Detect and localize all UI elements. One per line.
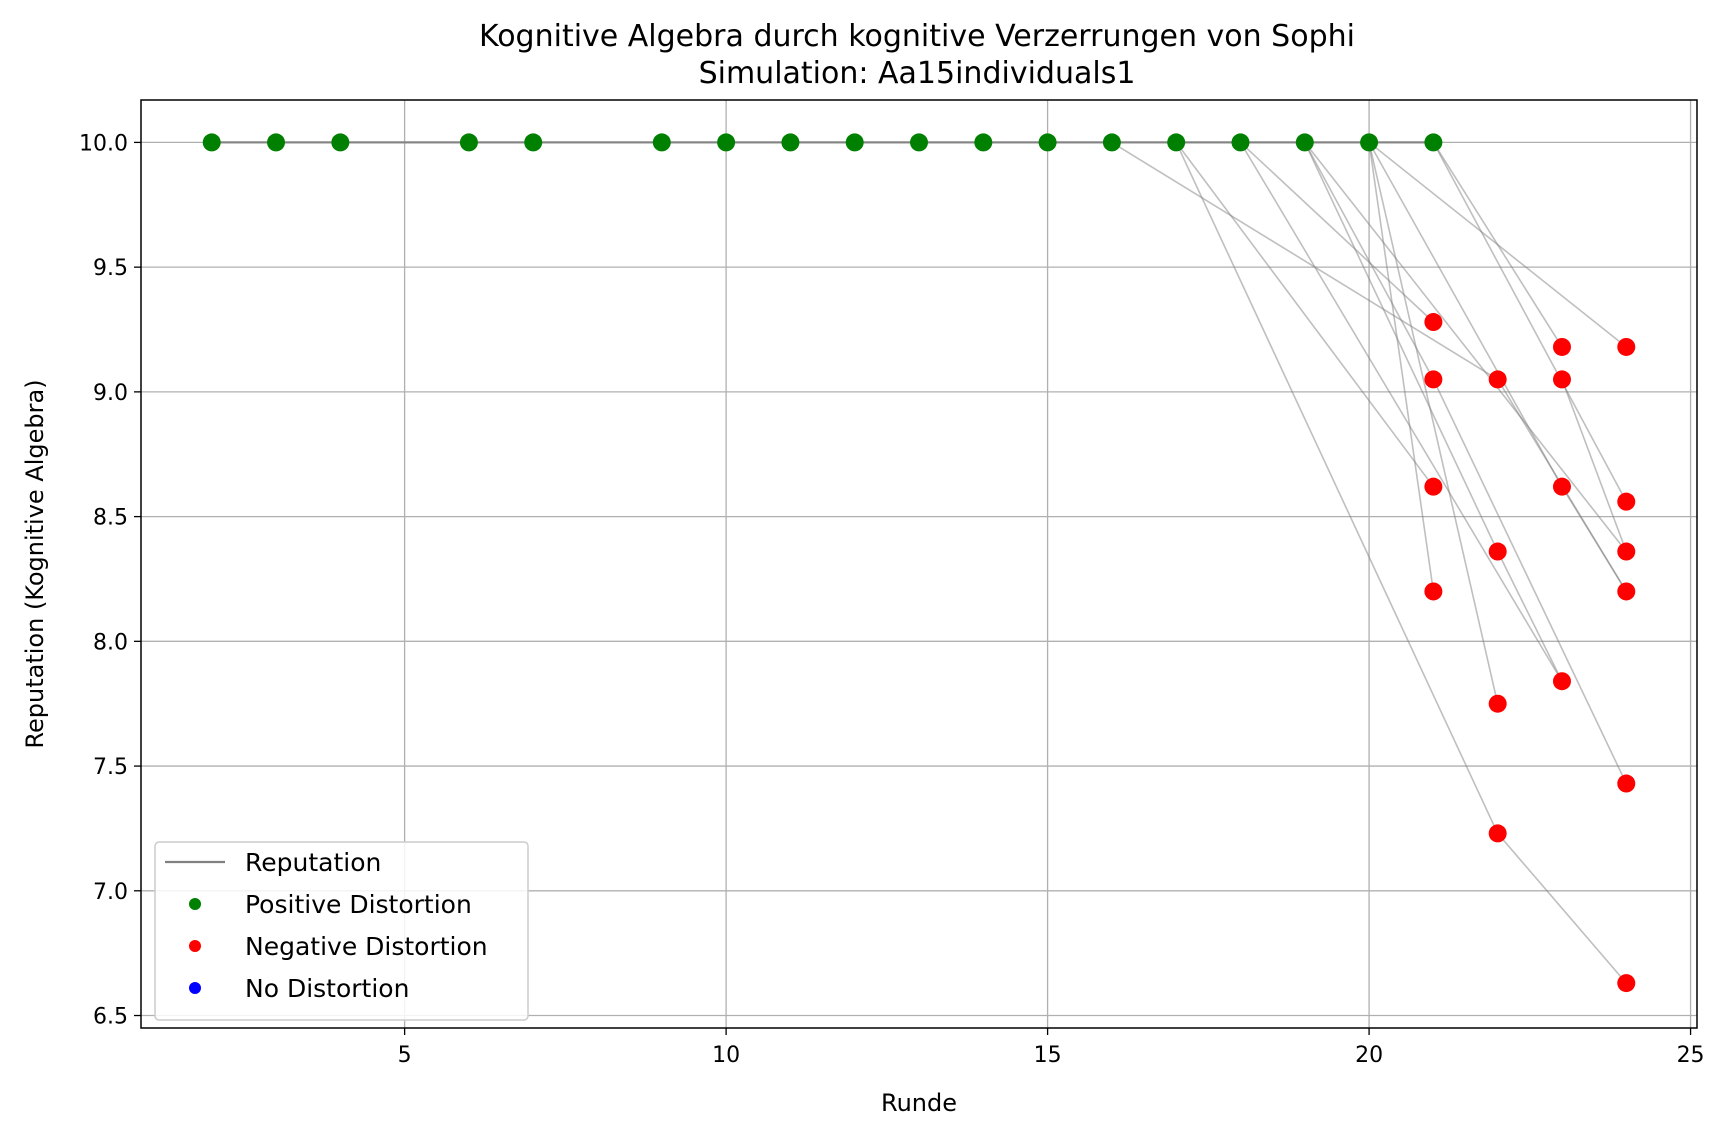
reputation-line [1175,142,1499,834]
reputation-line [1561,486,1627,592]
data-point [267,133,286,152]
data-point [1617,542,1636,561]
data-point [1424,313,1443,332]
legend-label: Reputation [245,848,381,877]
data-point [910,133,928,152]
data-point [652,133,671,152]
y-tick-label: 10.0 [79,131,128,156]
data-point [1424,477,1443,496]
data-point [717,133,736,152]
data-point [1295,133,1314,152]
x-tick-label: 10 [712,1043,740,1068]
data-point [1231,133,1250,152]
y-tick-label: 9.5 [93,256,128,281]
data-point [1424,582,1443,601]
y-tick-label: 7.5 [93,755,128,780]
x-tick-label: 5 [398,1043,412,1068]
reputation-line [1368,142,1563,488]
data-point [1424,370,1443,389]
reputation-line [1561,379,1628,552]
reputation-line [1432,142,1627,503]
data-point [1167,133,1186,152]
reputation-lines [211,141,1628,984]
legend-marker-swatch [189,982,201,994]
data-points [202,133,1636,993]
data-point [1617,582,1636,601]
reputation-line [1239,141,1434,323]
reputation-line [1239,141,1563,682]
reputation-line [1368,142,1499,704]
reputation-line [1304,142,1499,552]
legend-marker-swatch [189,898,201,910]
data-point [1617,492,1636,511]
data-point [1038,133,1057,152]
y-tick-label: 8.5 [93,506,128,531]
plot-frame [140,99,1698,1029]
data-point [1424,133,1443,152]
y-axis-label: Reputation (Kognitive Algebra) [21,379,49,748]
data-point [1552,477,1571,496]
data-point [1360,133,1379,152]
data-point [845,133,864,152]
data-point [524,133,543,152]
legend: Reputation Positive Distortion Negative Di… [154,841,529,1021]
data-point [1488,694,1507,713]
legend-marker-swatch [189,940,201,952]
data-point [202,133,221,152]
axis-ticks: 5 10 15 20 25 6.5 7.0 7.5 8.0 8.5 9.0 9.5 10.0 [79,131,1705,1068]
legend-label: Positive Distortion [245,890,472,919]
data-point [974,133,993,152]
reputation-line [1111,141,1499,381]
reputation-line [1432,141,1563,348]
data-point [459,133,478,152]
legend-box [154,841,529,1021]
x-tick-label: 25 [1677,1043,1705,1068]
data-point [1552,672,1571,691]
chart-title: Kognitive Algebra durch kognitive Verzer… [479,19,1355,54]
y-tick-label: 9.0 [93,381,128,406]
data-point [1552,370,1571,389]
reputation-line [1304,142,1435,380]
data-point [781,133,800,152]
reputation-line [1175,141,1435,488]
y-tick-label: 7.0 [93,880,128,905]
reputation-line [1432,379,1627,784]
reputation-line [1368,142,1435,592]
reputation-line [1496,551,1563,682]
data-point [1617,974,1636,993]
legend-label: Negative Distortion [245,932,488,961]
data-point [1488,370,1507,389]
legend-label: No Distortion [245,974,409,1003]
y-tick-label: 6.5 [93,1005,128,1030]
data-point [1488,824,1507,843]
y-tick-label: 8.0 [93,630,128,655]
x-axis-label: Runde [881,1089,957,1117]
chart-subtitle: Simulation: Aa15individuals1 [699,56,1136,91]
x-tick-label: 20 [1355,1043,1383,1068]
data-point [1102,133,1121,152]
data-point [331,133,350,152]
x-tick-label: 15 [1034,1043,1062,1068]
reputation-line [1304,141,1627,553]
data-point [1617,337,1636,356]
data-point [1617,774,1636,793]
data-point [1488,542,1507,561]
reputation-line [1497,832,1627,984]
data-point [1552,337,1571,356]
